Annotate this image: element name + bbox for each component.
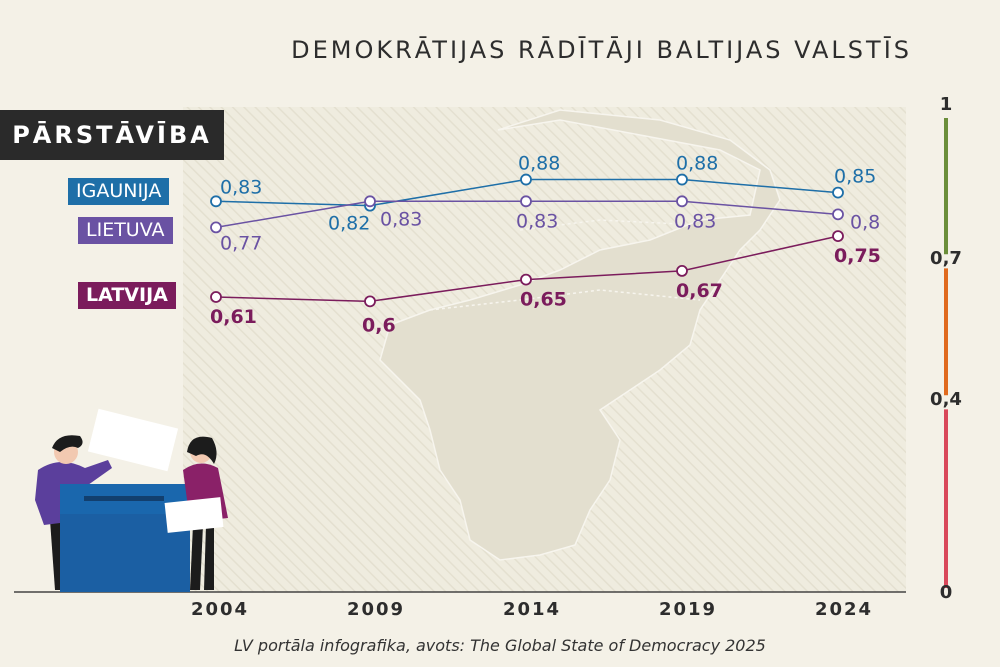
data-point-lietuva xyxy=(520,195,532,208)
data-label-lietuva: 0,83 xyxy=(674,210,716,232)
legend-igaunija: IGAUNIJA xyxy=(68,178,170,205)
data-label-lietuva: 0,77 xyxy=(220,232,262,254)
chart-title: DEMOKRĀTIJAS RĀDĪTĀJI BALTIJAS VALSTĪS xyxy=(291,36,912,64)
data-point-igaunija xyxy=(520,173,532,186)
series-layer: 0,83 0,82 0,88 0,88 0,85 0,77 0,83 0,83 0,83 0,8 0… xyxy=(210,153,881,337)
map-border-line-2 xyxy=(519,219,701,231)
data-point-lietuva xyxy=(676,195,688,208)
data-label-lietuva: 0,8 xyxy=(850,211,880,233)
data-label-igaunija: 0,88 xyxy=(676,153,718,175)
x-tick-label: 2004 xyxy=(191,599,249,620)
x-tick-label: 2024 xyxy=(815,599,873,620)
data-point-latvija xyxy=(676,264,688,277)
data-point-latvija xyxy=(520,273,532,286)
data-point-igaunija xyxy=(210,195,222,208)
scale-tick-1: 1 xyxy=(940,94,953,115)
data-label-latvija: 0,75 xyxy=(834,245,881,267)
data-point-lietuva xyxy=(364,195,376,208)
data-label-igaunija: 0,85 xyxy=(834,166,876,188)
data-point-latvija xyxy=(364,295,376,308)
source-note: LV portāla infografika, avots: The Globa… xyxy=(234,636,766,655)
data-point-latvija xyxy=(210,291,222,303)
data-label-latvija: 0,67 xyxy=(676,280,723,302)
data-label-igaunija: 0,88 xyxy=(518,153,560,175)
data-label-lietuva: 0,83 xyxy=(380,208,422,230)
category-badge: PĀRSTĀVĪBA xyxy=(0,110,224,160)
data-label-lietuva: 0,83 xyxy=(516,210,558,232)
scale-tick-07: 0,7 xyxy=(930,248,962,269)
x-tick-label: 2014 xyxy=(503,599,561,620)
data-label-latvija: 0,6 xyxy=(362,314,396,336)
data-point-igaunija xyxy=(676,173,688,186)
data-point-latvija xyxy=(832,230,844,243)
voters-illustration xyxy=(35,408,228,592)
x-tick-label: 2019 xyxy=(659,599,717,620)
baltic-map-silhouette xyxy=(379,109,781,561)
data-point-lietuva xyxy=(210,221,222,234)
data-label-latvija: 0,65 xyxy=(520,289,567,311)
data-label-latvija: 0,61 xyxy=(210,306,257,328)
data-point-igaunija xyxy=(832,186,844,199)
data-label-igaunija: 0,82 xyxy=(328,213,370,235)
legend-latvija: LATVIJA xyxy=(78,282,176,309)
legend-lietuva: LIETUVA xyxy=(78,217,173,244)
data-label-igaunija: 0,83 xyxy=(220,176,262,198)
data-point-lietuva xyxy=(832,208,844,221)
x-tick-label: 2009 xyxy=(347,599,405,620)
scale-tick-04: 0,4 xyxy=(930,389,962,410)
scale-tick-0: 0 xyxy=(940,582,953,603)
